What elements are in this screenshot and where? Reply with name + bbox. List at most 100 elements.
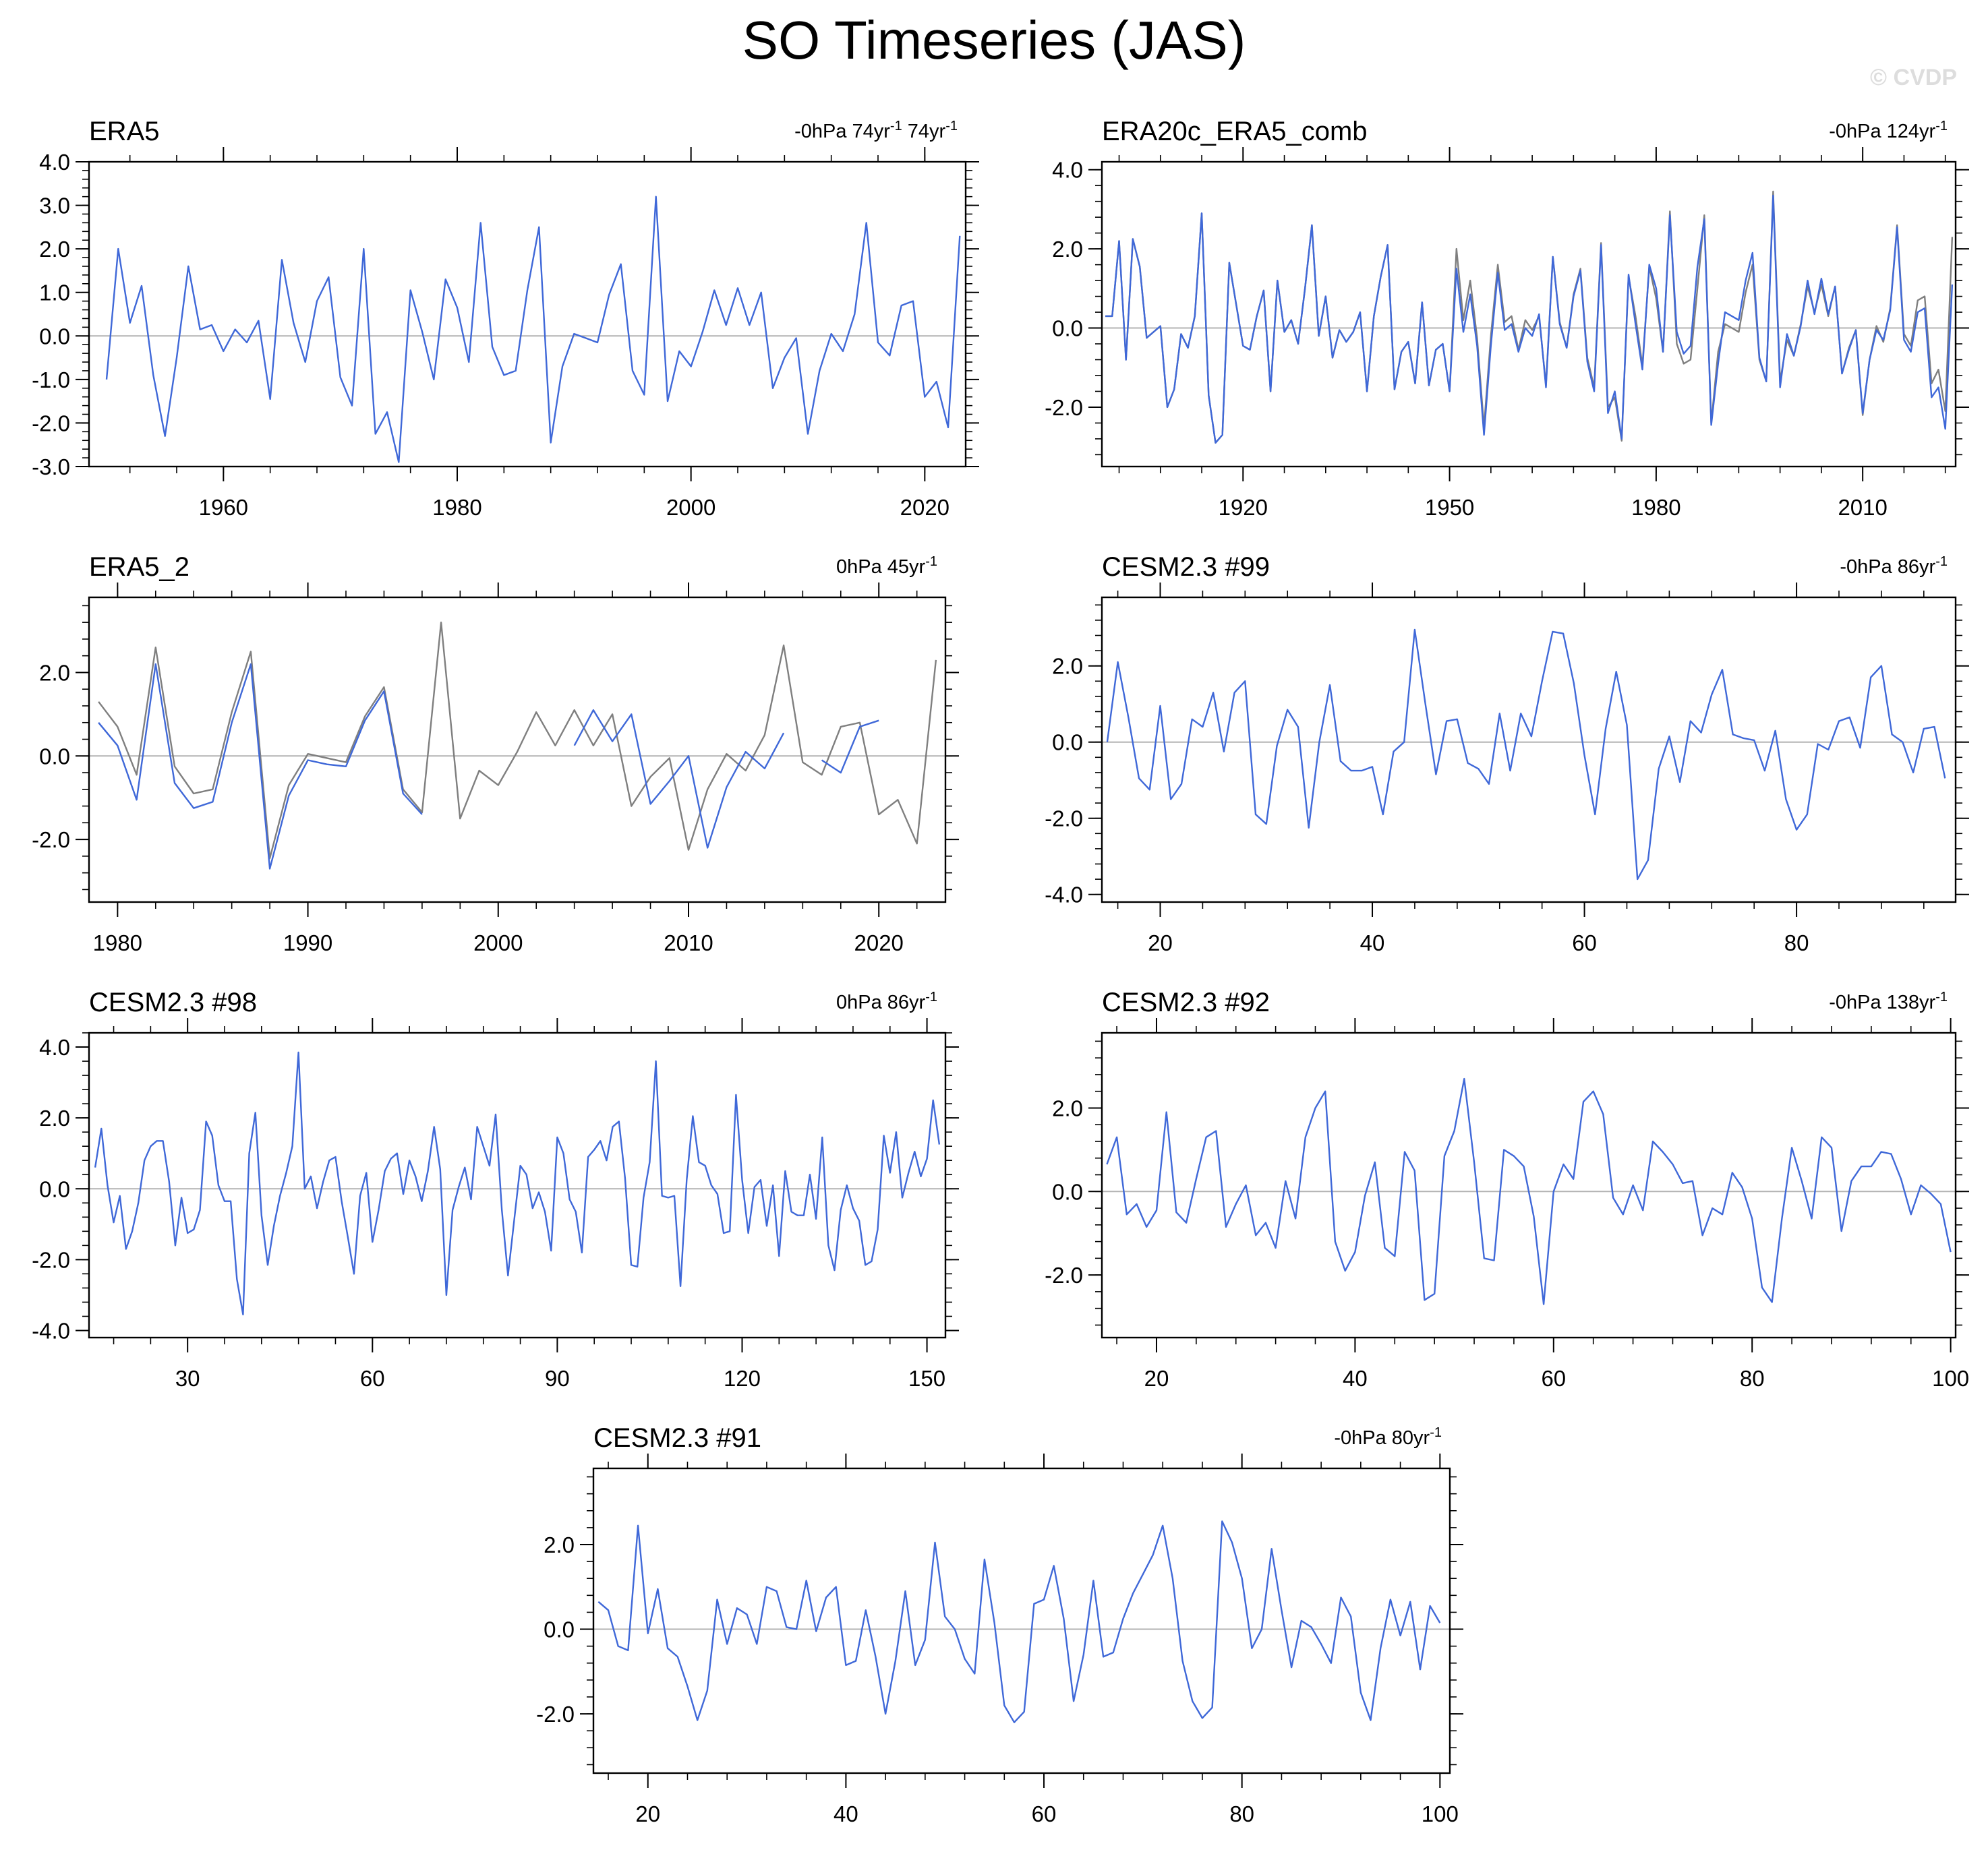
obs-series-line [98, 622, 937, 860]
panel-stat: -0hPa 124yr-1 [1829, 119, 1948, 142]
y-tick-label: 4.0 [39, 150, 70, 175]
x-tick-label: 2000 [666, 495, 715, 520]
chart-panel-7: CESM2.3 #91 -0hPa 80yr-1 -2.0 0.0 2.0 20 40 60 8… [536, 1423, 1463, 1826]
y-tick-label: 0.0 [1052, 1179, 1083, 1204]
chart-panel-6: CESM2.3 #92 -0hPa 138yr-1 -2.0 0.0 2.0 20 40 60… [1045, 988, 1969, 1391]
y-tick-label: -2.0 [1045, 806, 1083, 831]
y-tick-label: -2.0 [32, 827, 70, 852]
plot-frame [592, 1467, 1451, 1774]
x-tick-label: 2010 [1838, 495, 1887, 520]
panel-title: ERA20c_ERA5_comb [1102, 117, 1368, 146]
page-title: SO Timeseries (JAS) [742, 10, 1246, 70]
model-series-line [1106, 1077, 1952, 1305]
model-series-line [1106, 628, 1946, 880]
x-tick-label: 60 [1032, 1801, 1057, 1826]
model-series-line [597, 1520, 1441, 1723]
panel-stat: -0hPa 138yr-1 [1829, 990, 1948, 1013]
panel-title: CESM2.3 #98 [89, 988, 257, 1017]
y-tick-label: -2.0 [1045, 1263, 1083, 1288]
x-tick-label: 40 [1360, 930, 1385, 955]
plot-frame [1101, 596, 1957, 903]
x-tick-label: 1950 [1425, 495, 1474, 520]
x-tick-label: 80 [1784, 930, 1809, 955]
panel-title: ERA5_2 [89, 552, 189, 582]
panel-title: CESM2.3 #99 [1102, 552, 1270, 582]
panel-title: CESM2.3 #91 [593, 1423, 761, 1453]
model-series-line [105, 196, 961, 463]
y-tick-label: 0.0 [544, 1617, 575, 1642]
x-tick-label: 1980 [432, 495, 481, 520]
y-tick-label: 0.0 [39, 324, 70, 349]
plot-frame [88, 160, 967, 468]
obs-series-line [1105, 190, 1954, 444]
x-tick-label: 120 [724, 1366, 761, 1391]
y-tick-label: 0.0 [1052, 316, 1083, 341]
y-tick-label: 4.0 [1052, 158, 1083, 183]
x-tick-label: 30 [175, 1366, 200, 1391]
x-tick-label: 2020 [854, 930, 904, 955]
x-tick-label: 150 [908, 1366, 945, 1391]
x-tick-label: 60 [1541, 1366, 1566, 1391]
panel-stat: 0hPa 86yr-1 [836, 990, 937, 1013]
chart-panel-1: ERA5 -0hPa 74yr-1 74yr-1 -3.0 -2.0 -1.0 0.0 1.… [32, 117, 979, 520]
x-tick-label: 2010 [664, 930, 713, 955]
chart-panel-2: ERA20c_ERA5_comb -0hPa 124yr-1 -2.0 0.0 2.0 4… [1045, 117, 1969, 520]
y-tick-label: 1.0 [39, 280, 70, 305]
y-tick-label: 0.0 [1052, 730, 1083, 755]
chart-panel-3: ERA5_2 0hPa 45yr-1 -2.0 0.0 2.0 1980 1990 2000 2… [32, 552, 959, 955]
y-tick-label: 0.0 [39, 1176, 70, 1201]
y-tick-label: 3.0 [39, 193, 70, 218]
y-tick-label: -2.0 [1045, 395, 1083, 420]
panel-stat: -0hPa 80yr-1 [1334, 1425, 1442, 1449]
panel-stat: -0hPa 74yr-1 74yr-1 [794, 119, 958, 142]
y-tick-label: 2.0 [1052, 1096, 1083, 1121]
y-tick-label: -3.0 [32, 454, 70, 479]
y-tick-label: -4.0 [1045, 883, 1083, 907]
panel-title: CESM2.3 #92 [1102, 988, 1270, 1017]
plot-frame [88, 1032, 947, 1339]
plot-frame [1101, 1032, 1957, 1339]
plot-frame [88, 596, 947, 903]
y-tick-label: 2.0 [39, 1106, 70, 1131]
x-tick-label: 2020 [900, 495, 949, 520]
x-tick-label: 1980 [1631, 495, 1680, 520]
y-tick-label: 0.0 [39, 744, 70, 769]
x-tick-label: 100 [1422, 1801, 1459, 1826]
y-tick-label: 2.0 [544, 1532, 575, 1557]
x-tick-label: 20 [635, 1801, 660, 1826]
cvdp-watermark: © CVDP [1870, 65, 1957, 90]
x-tick-label: 60 [360, 1366, 385, 1391]
x-tick-label: 1990 [283, 930, 332, 955]
y-tick-label: 2.0 [39, 237, 70, 262]
x-tick-label: 2000 [473, 930, 523, 955]
plot-frame [1101, 160, 1957, 468]
x-tick-label: 40 [1343, 1366, 1368, 1391]
y-tick-label: -2.0 [32, 1247, 70, 1272]
chart-panel-5: CESM2.3 #98 0hPa 86yr-1 -4.0 -2.0 0.0 2.0 4.0 3… [32, 988, 959, 1391]
panel-stat: 0hPa 45yr-1 [836, 554, 937, 578]
x-tick-label: 1980 [93, 930, 142, 955]
model-series-line [98, 663, 423, 870]
model-series-line [573, 709, 785, 849]
panel-stat: -0hPa 86yr-1 [1840, 554, 1948, 578]
y-tick-label: 2.0 [1052, 237, 1083, 262]
model-series-line [94, 1051, 941, 1316]
y-tick-label: 2.0 [39, 660, 70, 685]
x-tick-label: 1960 [199, 495, 248, 520]
y-tick-label: 2.0 [1052, 654, 1083, 679]
x-tick-label: 40 [834, 1801, 858, 1826]
y-tick-label: -2.0 [32, 411, 70, 436]
x-tick-label: 80 [1229, 1801, 1254, 1826]
x-tick-label: 1920 [1219, 495, 1268, 520]
y-tick-label: -1.0 [32, 367, 70, 392]
y-tick-label: 4.0 [39, 1035, 70, 1060]
x-tick-label: 100 [1932, 1366, 1969, 1391]
x-tick-label: 60 [1572, 930, 1597, 955]
x-tick-label: 80 [1740, 1366, 1765, 1391]
model-series-line [821, 719, 879, 774]
model-series-line [1105, 194, 1954, 444]
panel-title: ERA5 [89, 117, 160, 146]
y-tick-label: -4.0 [32, 1318, 70, 1343]
x-tick-label: 20 [1144, 1366, 1169, 1391]
